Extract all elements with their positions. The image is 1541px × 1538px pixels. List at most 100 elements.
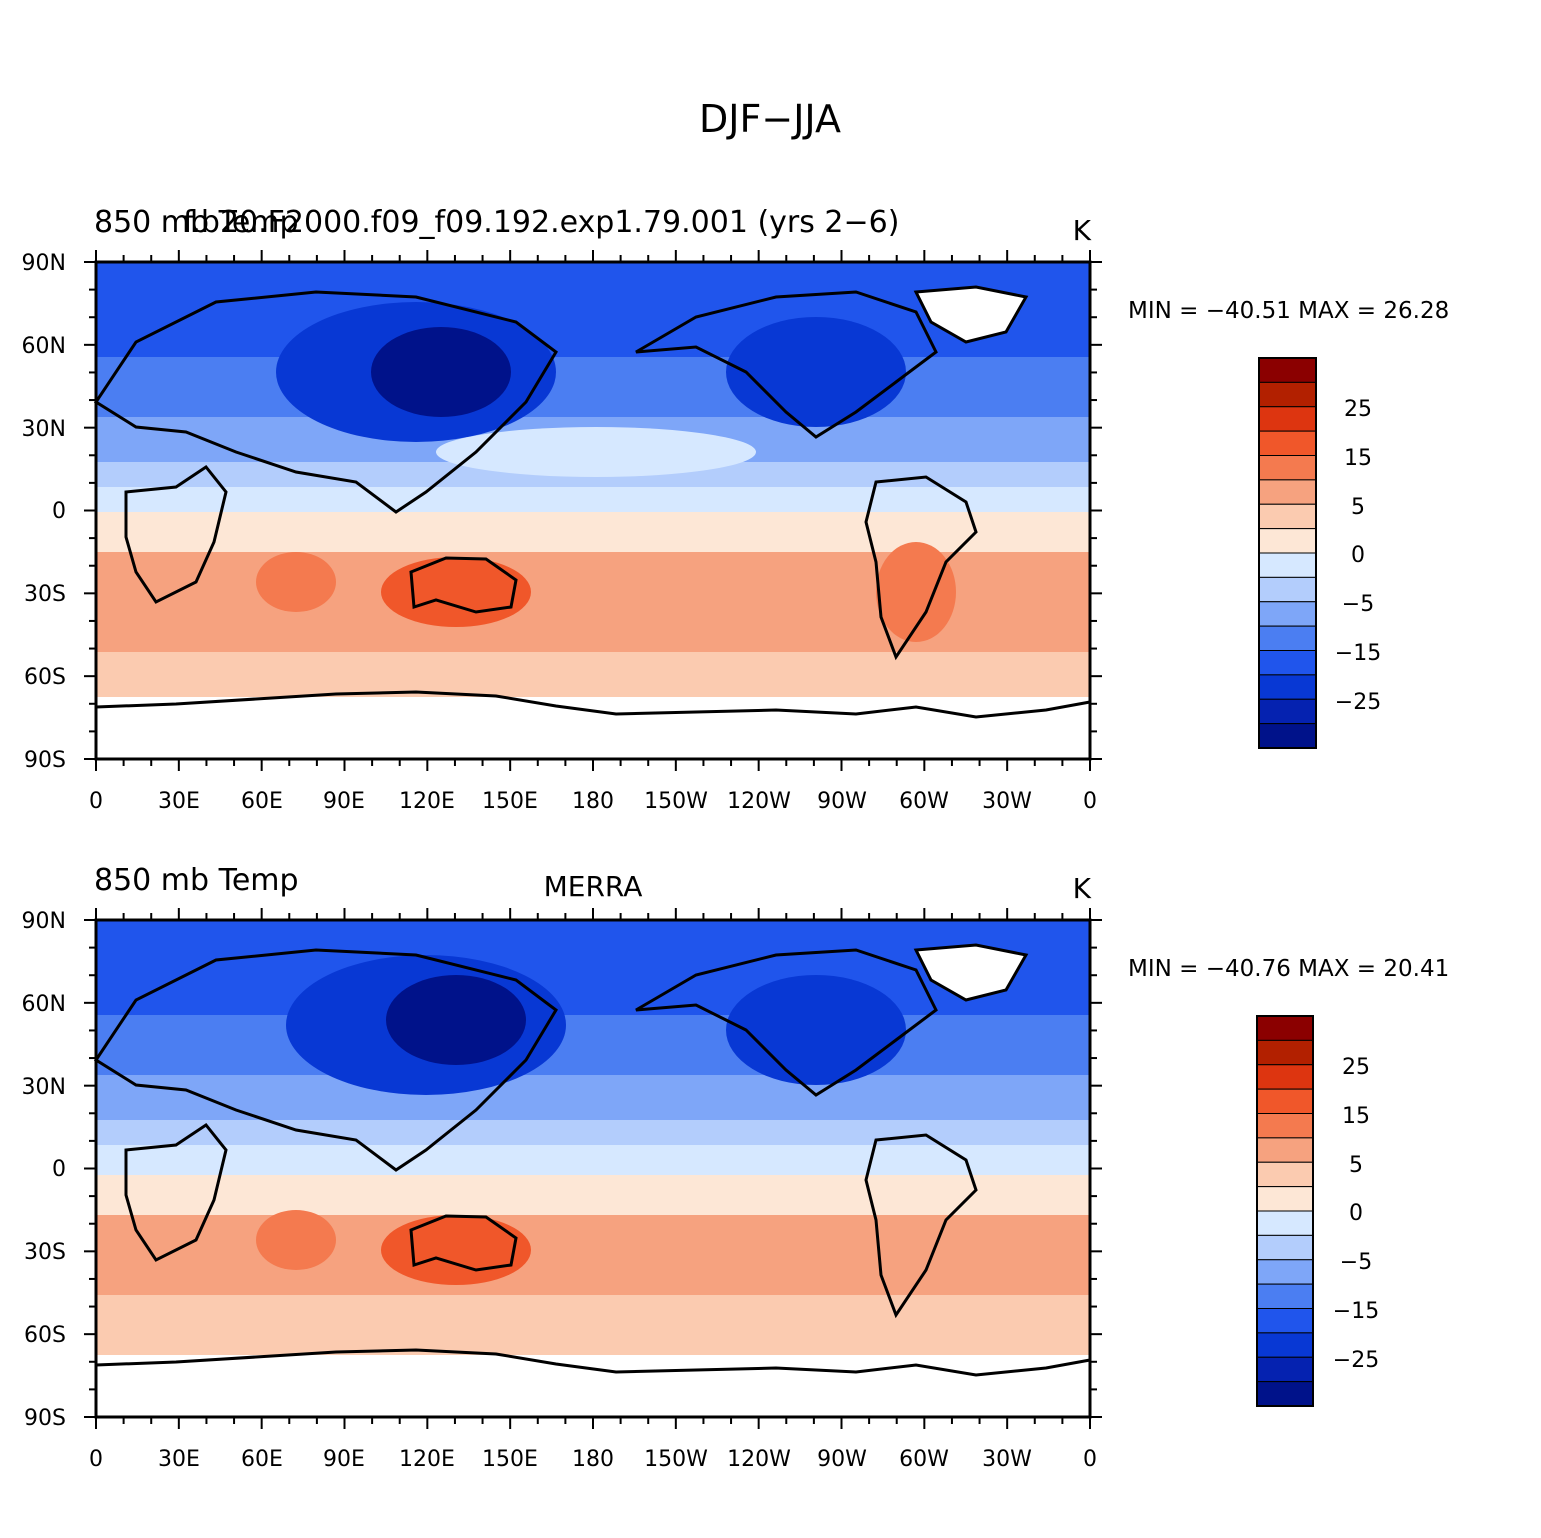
panel-min-max: MIN = −40.51 MAX = 26.28 xyxy=(1128,298,1449,324)
map-area xyxy=(84,250,1102,771)
lon-label: 90E xyxy=(323,789,365,814)
map-anomaly xyxy=(726,317,906,427)
colorbar-swatch xyxy=(1258,503,1317,530)
lat-label: 30S xyxy=(24,582,66,607)
colorbar-label: 0 xyxy=(1349,1201,1363,1226)
colorbar-label: 15 xyxy=(1342,1104,1370,1129)
colorbar-swatch xyxy=(1258,479,1317,505)
lat-label: 60N xyxy=(22,992,66,1017)
colorbar-label: 0 xyxy=(1351,543,1365,568)
colorbar-label: 5 xyxy=(1351,495,1365,520)
lon-label: 60W xyxy=(899,1447,949,1472)
map-band xyxy=(96,1075,1090,1120)
colorbar-swatch xyxy=(1256,1234,1314,1261)
map-coastline xyxy=(913,943,1029,1002)
lon-label: 0 xyxy=(89,789,103,814)
colorbar: 25 15 5 0 −5 −15 −25 xyxy=(1256,1015,1379,1407)
panel-units: K xyxy=(1073,214,1092,247)
map-coastline xyxy=(93,290,558,514)
panel-model: 850 mb Temp f.b20.F2000.f09_f09.192.exp1… xyxy=(22,205,1450,814)
panel-center-title: MERRA xyxy=(544,870,643,903)
colorbar-swatch xyxy=(1258,455,1317,481)
colorbar-border xyxy=(1258,357,1317,749)
lat-label: 60N xyxy=(22,334,66,359)
colorbar-swatch xyxy=(1258,576,1317,603)
lon-axis-labels: 0 30E 60E 90E 120E 150E 180 150W 120W 90… xyxy=(89,789,1097,814)
lon-label: 30W xyxy=(982,789,1032,814)
colorbar-swatch xyxy=(1258,381,1317,408)
colorbar-swatch xyxy=(1256,1015,1314,1041)
colorbar-swatch xyxy=(1258,723,1317,749)
map-anomaly xyxy=(256,1210,336,1270)
map-coastline xyxy=(913,285,1029,344)
map-coastline xyxy=(635,290,938,439)
colorbar-swatch xyxy=(1256,1381,1314,1407)
figure-title: DJF−JJA xyxy=(699,97,841,141)
lon-label: 120E xyxy=(399,1447,455,1472)
colorbar-swatch xyxy=(1258,601,1317,627)
lon-axis-labels: 0 30E 60E 90E 120E 150E 180 150W 120W 90… xyxy=(89,1447,1097,1472)
map-band xyxy=(96,1175,1090,1215)
colorbar-swatch xyxy=(1256,1308,1314,1334)
colorbar-border xyxy=(1256,1015,1314,1407)
lat-axis-labels: 90N 60N 30N 0 30S 60S 90S xyxy=(22,909,66,1431)
lon-label: 150E xyxy=(482,1447,538,1472)
lon-label: 150E xyxy=(482,789,538,814)
map-band xyxy=(96,697,1090,759)
map-band xyxy=(96,1145,1090,1175)
map-area xyxy=(84,908,1102,1429)
colorbar-swatch xyxy=(1256,1137,1314,1163)
lon-label: 60E xyxy=(241,1447,283,1472)
colorbar-label: 5 xyxy=(1349,1153,1363,1178)
map-coastline xyxy=(93,948,558,1172)
lon-label: 60E xyxy=(241,789,283,814)
colorbar-swatch xyxy=(1256,1259,1314,1285)
lon-label: 30W xyxy=(982,1447,1032,1472)
colorbar-label: −25 xyxy=(1335,690,1381,715)
map-anomaly xyxy=(381,557,531,627)
lat-label: 90S xyxy=(24,1406,66,1431)
map-coastline xyxy=(124,1122,228,1262)
lon-label: 90W xyxy=(817,789,867,814)
map-band xyxy=(96,652,1090,697)
map-band xyxy=(96,1355,1090,1417)
colorbar-swatch xyxy=(1258,650,1317,676)
colorbar-swatch xyxy=(1258,430,1317,456)
lon-label: 30E xyxy=(158,789,200,814)
lat-label: 90N xyxy=(22,909,66,934)
colorbar-label: −15 xyxy=(1333,1299,1379,1324)
panel-left-title-overlay: f.b20.F2000.f09_f09.192.exp1.79.001 (yrs… xyxy=(183,205,899,240)
colorbar-swatch xyxy=(1256,1088,1314,1114)
lon-label: 90W xyxy=(817,1447,867,1472)
map-coastline xyxy=(124,464,228,604)
colorbar-swatch xyxy=(1258,674,1317,700)
map-band xyxy=(96,357,1090,417)
colorbar-swatch xyxy=(1256,1064,1314,1090)
lat-axis-labels: 90N 60N 30N 0 30S 60S 90S xyxy=(22,251,66,773)
colorbar-swatch xyxy=(1256,1186,1314,1212)
map-anomaly xyxy=(381,1215,531,1285)
colorbar-swatch xyxy=(1256,1210,1314,1236)
map-anomaly xyxy=(256,552,336,612)
map-band xyxy=(96,1120,1090,1145)
lon-label: 120W xyxy=(727,789,791,814)
colorbar-swatch xyxy=(1258,698,1317,725)
colorbar-label: 25 xyxy=(1342,1055,1370,1080)
panel-units: K xyxy=(1073,872,1092,905)
lat-label: 0 xyxy=(52,499,66,524)
colorbar-label: −5 xyxy=(1342,592,1374,617)
map-band xyxy=(96,1295,1090,1355)
map-coastline xyxy=(95,690,1091,719)
lat-label: 60S xyxy=(24,665,66,690)
lon-label: 90E xyxy=(323,1447,365,1472)
lon-label: 0 xyxy=(1083,789,1097,814)
lon-label: 150W xyxy=(644,1447,708,1472)
lat-label: 90N xyxy=(22,251,66,276)
map-anomaly xyxy=(436,427,756,477)
colorbar-swatch xyxy=(1256,1332,1314,1358)
map-coastline xyxy=(409,556,518,614)
colorbar-swatch xyxy=(1256,1283,1314,1309)
lon-label: 30E xyxy=(158,1447,200,1472)
map-anomaly xyxy=(726,975,906,1085)
